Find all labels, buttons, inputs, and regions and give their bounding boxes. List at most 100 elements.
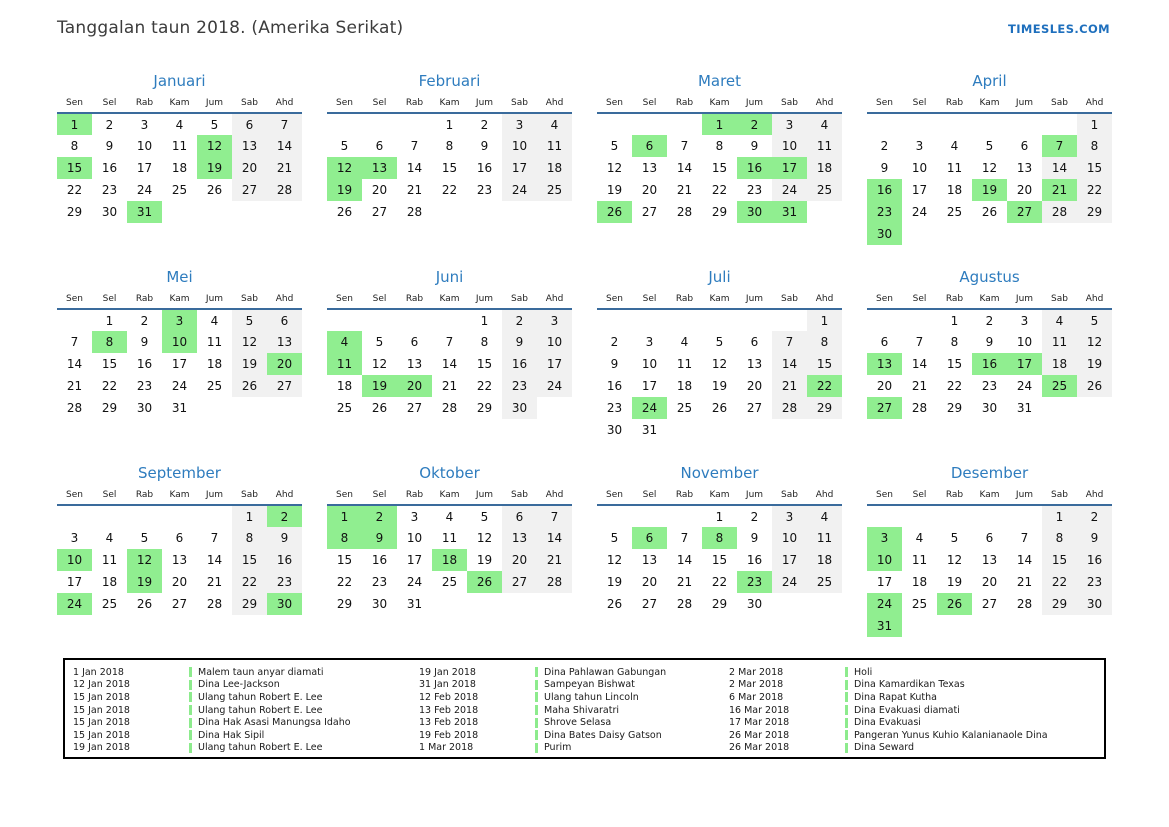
weekday-label: Sab [502, 293, 537, 310]
day-cell: 6 [632, 527, 667, 549]
weekday-label: Ahd [807, 97, 842, 114]
weekday-label: Sel [632, 489, 667, 506]
month-title: Mei [166, 268, 193, 286]
empty-day-cell [807, 593, 842, 615]
day-cell: 14 [676, 553, 693, 567]
empty-day-cell [772, 309, 807, 331]
day-cell: 6 [750, 335, 759, 349]
empty-day-cell [772, 419, 807, 441]
holiday-date: 19 Jan 2018 [73, 742, 130, 754]
month-juli: Juli Sen Sel Rab Kam Jum Sab Ahd 1 2 3 4 5 6 7 8 9 10 11 12… [597, 268, 842, 441]
site-logo-link[interactable]: TIMESLES.COM [1008, 22, 1110, 36]
weekday-label: Jum [197, 489, 232, 506]
holiday-date: 15 Jan 2018 [73, 691, 130, 703]
empty-day-cell [397, 113, 432, 135]
month-juni: Juni Sen Sel Rab Kam Jum Sab Ahd 1 2 3 4 5 6 7 8 9 10 11 12… [327, 268, 572, 441]
day-cell: 20 [1016, 183, 1033, 197]
holiday-tick-icon [845, 667, 848, 678]
empty-day-cell [902, 113, 937, 135]
day-cell: 29 [66, 205, 83, 219]
day-cell: 15 [711, 553, 728, 567]
day-cell: 14 [1016, 553, 1033, 567]
day-cell: 2 [610, 335, 619, 349]
day-cell: 27 [502, 571, 537, 593]
weekday-label: Sen [57, 97, 92, 114]
weekday-label: Sel [362, 293, 397, 310]
day-cell: 6 [632, 135, 667, 157]
day-cell: 6 [985, 531, 994, 545]
holiday-tick-icon [189, 730, 192, 741]
day-cell: 21 [441, 379, 458, 393]
day-cell: 7 [70, 335, 79, 349]
day-cell: 24 [911, 205, 928, 219]
day-cell: 18 [946, 183, 963, 197]
day-cell: 8 [70, 139, 79, 153]
day-cell: 5 [950, 531, 959, 545]
weekday-label: Kam [702, 97, 737, 114]
legend-entry: 1 Jan 2018 Malem taun anyar diamati [73, 666, 411, 679]
legend-column: 2 Mar 2018 Holi 2 Mar 2018 Dina Kamardikan … [729, 666, 1096, 754]
empty-day-cell [92, 505, 127, 527]
weekday-label: Sen [327, 489, 362, 506]
empty-day-cell [737, 419, 772, 441]
day-cell: 1 [702, 113, 737, 135]
holiday-tick-icon [189, 679, 192, 690]
day-cell: 19 [711, 379, 728, 393]
day-cell: 23 [606, 401, 623, 415]
day-cell: 17 [66, 575, 83, 589]
empty-day-cell [432, 309, 467, 331]
empty-day-cell [937, 113, 972, 135]
day-cell: 20 [171, 575, 188, 589]
day-cell: 9 [985, 335, 994, 349]
day-cell: 5 [210, 117, 219, 132]
day-cell: 22 [807, 375, 842, 397]
day-cell: 1 [232, 505, 267, 527]
weekday-label: Sen [597, 489, 632, 506]
day-cell: 26 [136, 597, 153, 611]
holiday-tick-icon [845, 679, 848, 690]
legend-entry: 15 Jan 2018 Dina Hak Asasi Manungsa Idaho [73, 716, 411, 729]
day-cell: 28 [772, 397, 807, 419]
day-cell: 30 [101, 205, 118, 219]
month-table: Sen Sel Rab Kam Jum Sab Ahd 1 2 3 4 5 6 7 8 9 10 11 12 13 14… [597, 293, 842, 441]
holiday-name: Dina Pahlawan Gabungan [544, 666, 667, 678]
weekday-label: Sen [867, 97, 902, 114]
day-cell: 8 [807, 331, 842, 353]
day-cell: 25 [676, 401, 693, 415]
day-cell: 7 [915, 335, 924, 349]
day-cell: 3 [772, 113, 807, 135]
day-cell: 15 [807, 353, 842, 375]
day-cell: 15 [441, 161, 458, 175]
holiday-name: Maha Shivaratri [544, 704, 620, 716]
day-cell: 7 [1020, 531, 1029, 545]
holiday-date: 26 Mar 2018 [729, 729, 790, 741]
holiday-date: 13 Feb 2018 [419, 717, 479, 729]
day-cell: 4 [210, 313, 219, 328]
day-cell: 13 [981, 553, 998, 567]
day-cell: 25 [441, 575, 458, 589]
weekday-label: Sel [902, 293, 937, 310]
holiday-date: 1 Jan 2018 [73, 666, 124, 678]
holiday-tick-icon [535, 692, 538, 703]
month-title: April [972, 72, 1007, 90]
day-cell: 29 [101, 401, 118, 415]
day-cell: 2 [267, 505, 302, 527]
day-cell: 15 [336, 553, 353, 567]
day-cell: 19 [362, 375, 397, 397]
holiday-name: Ulang tahun Robert E. Lee [198, 691, 323, 703]
weekday-label: Ahd [1077, 97, 1112, 114]
weekday-label: Sel [632, 97, 667, 114]
empty-day-cell [902, 505, 937, 527]
empty-day-cell [502, 593, 537, 615]
holiday-name: Dina Seward [854, 742, 915, 754]
empty-day-cell [197, 397, 232, 419]
day-cell: 30 [737, 201, 772, 223]
empty-day-cell [902, 309, 937, 331]
day-cell: 19 [606, 183, 623, 197]
day-cell: 13 [641, 553, 658, 567]
weekday-label: Jum [737, 489, 772, 506]
day-cell: 29 [476, 401, 493, 415]
day-cell: 28 [1042, 201, 1077, 223]
day-cell: 17 [502, 157, 537, 179]
day-cell: 25 [171, 183, 188, 197]
